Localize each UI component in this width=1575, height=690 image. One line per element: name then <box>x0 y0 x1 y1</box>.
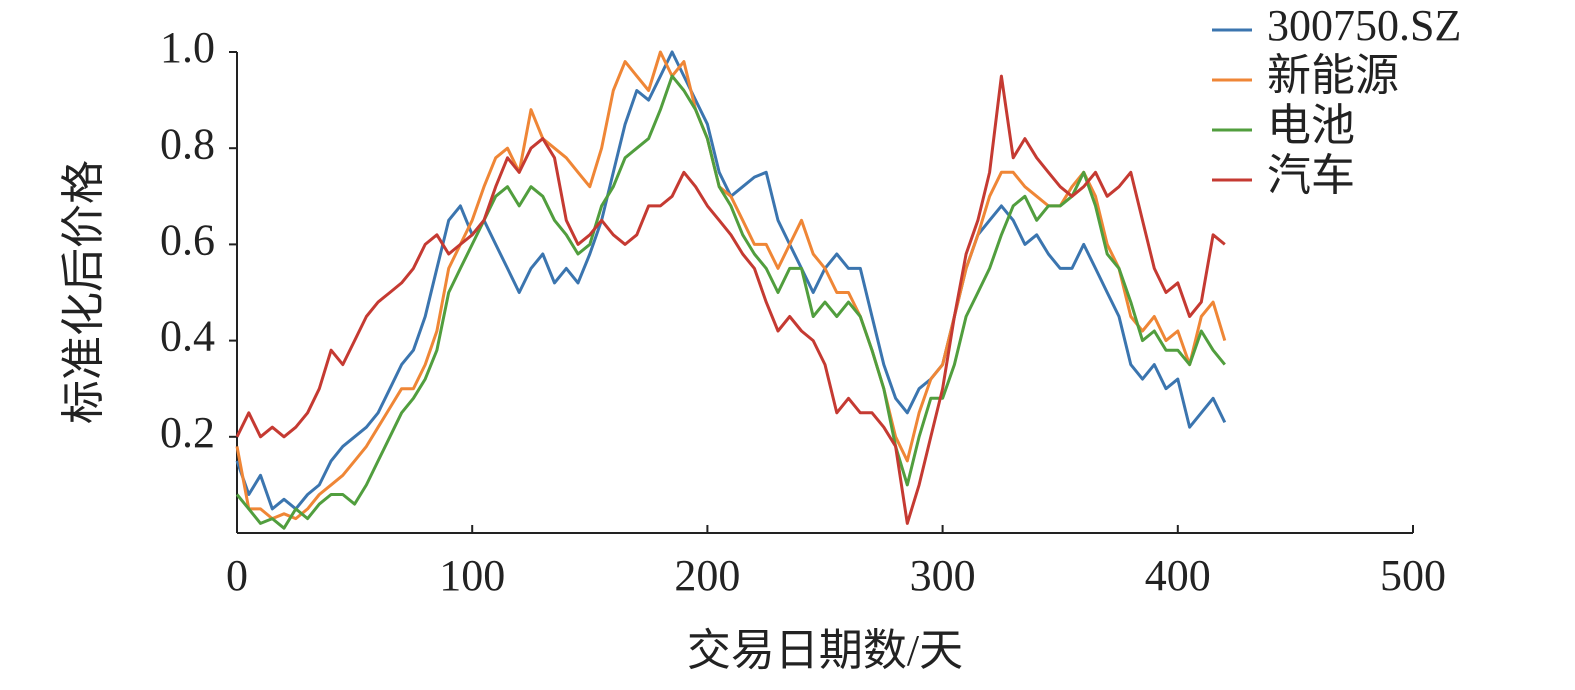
series-line <box>235 74 1226 525</box>
y-tick-label: 0.2 <box>160 408 215 457</box>
x-tick-label: 500 <box>1380 551 1446 600</box>
series-line <box>235 50 1227 511</box>
y-tick-label: 0.6 <box>160 215 215 264</box>
x-tick-label: 100 <box>439 551 505 600</box>
x-tick-label: 200 <box>674 551 740 600</box>
y-axis-label: 标准化后价格 <box>59 160 108 424</box>
legend-label: 300750.SZ <box>1267 1 1461 50</box>
legend-label: 汽车 <box>1267 151 1355 200</box>
x-tick-label: 300 <box>910 551 976 600</box>
y-tick-label: 0.4 <box>160 312 215 361</box>
x-tick-label: 400 <box>1145 551 1211 600</box>
y-tick-label: 1.0 <box>160 23 215 72</box>
y-tick-label: 0.8 <box>160 119 215 168</box>
series-line <box>235 74 1226 530</box>
x-tick-label: 0 <box>226 551 248 600</box>
legend-label: 电池 <box>1267 101 1355 150</box>
x-axis-label: 交易日期数/天 <box>687 626 963 675</box>
legend-label: 新能源 <box>1267 51 1399 100</box>
